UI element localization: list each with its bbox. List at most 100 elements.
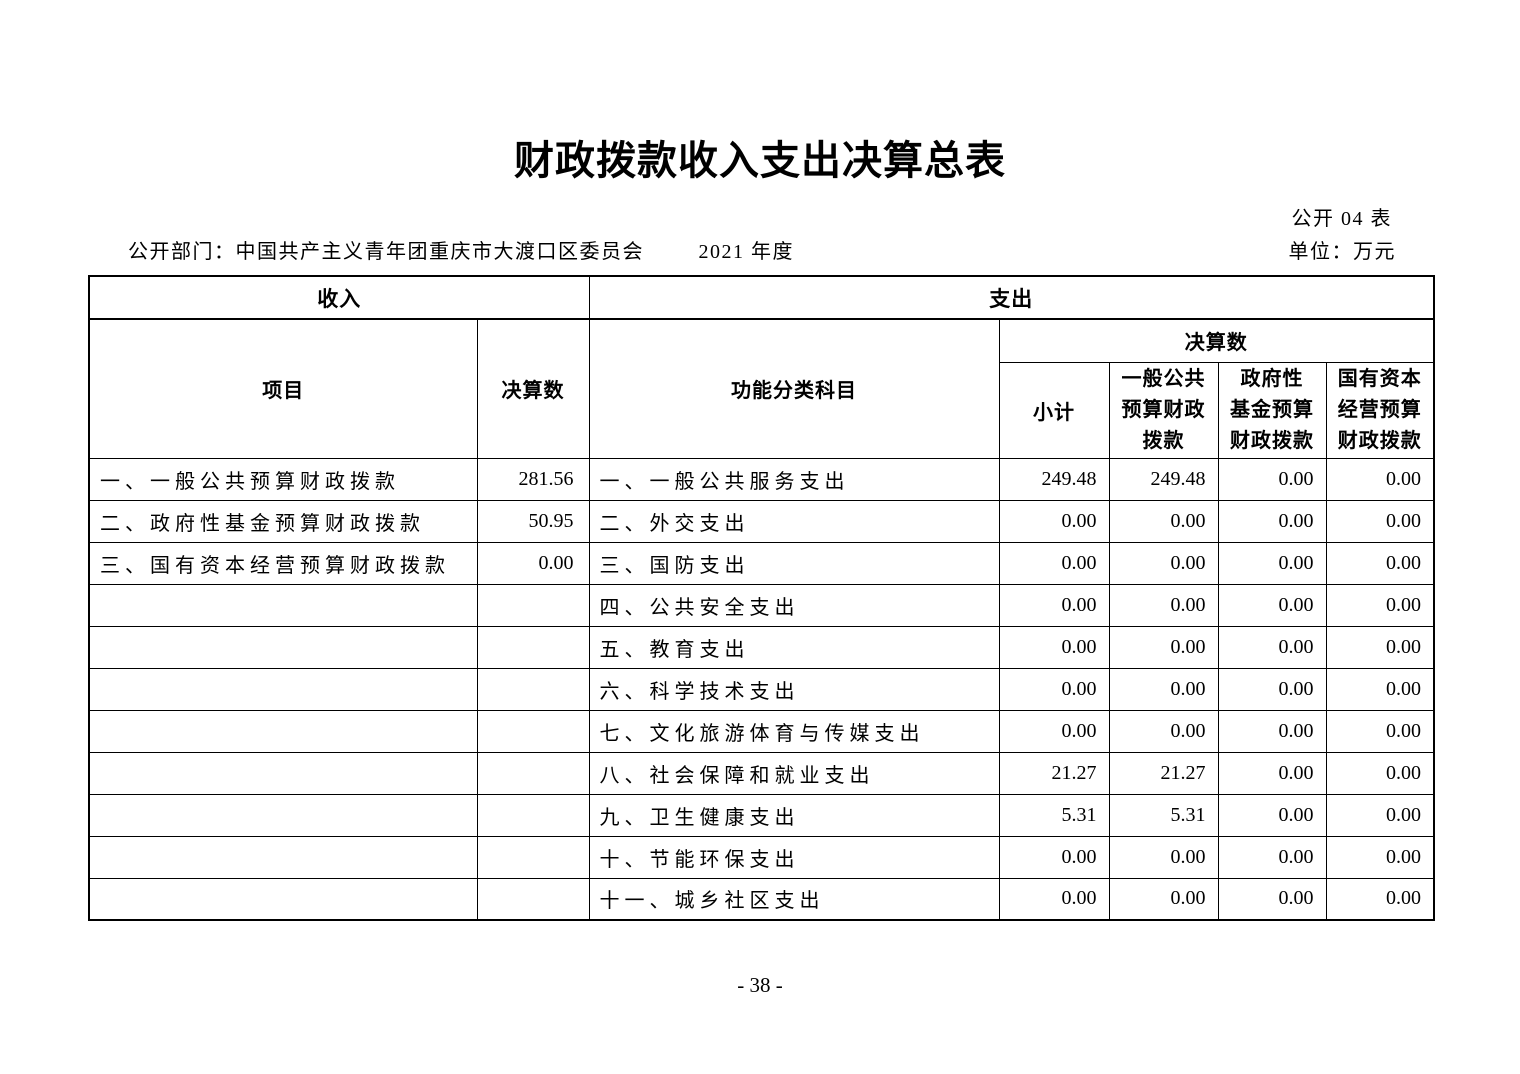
expense-subtotal-cell: 0.00 — [998, 709, 1110, 753]
expense-subject-cell: 四、公共安全支出 — [588, 583, 1000, 627]
expense-statecap-cell: 0.00 — [1325, 625, 1435, 669]
expense-subject-cell: 八、社会保障和就业支出 — [588, 751, 1000, 795]
unit-label: 单位：万元 — [1288, 241, 1396, 263]
column-header-row: 项目 决算数 功能分类科目 决算数 — [88, 318, 1435, 459]
income-amount-cell: 281.56 — [476, 457, 590, 501]
department-label: 公开部门：中国共产主义青年团重庆市大渡口区委员会 — [128, 241, 644, 263]
department-line: 公开部门：中国共产主义青年团重庆市大渡口区委员会 2021 年度 — [128, 235, 794, 264]
expense-subject-cell: 九、卫生健康支出 — [588, 793, 1000, 837]
expense-govfund-cell: 0.00 — [1217, 457, 1327, 501]
expense-subject-cell: 六、科学技术支出 — [588, 667, 1000, 711]
state-capital-column-header: 国有资本 经营预算 财政拨款 — [1325, 361, 1435, 459]
expense-subject-cell: 十一、城乡社区支出 — [588, 877, 1000, 921]
expense-statecap-cell: 0.00 — [1325, 877, 1435, 921]
income-amount-cell: 50.95 — [476, 499, 590, 543]
income-item-cell — [88, 793, 478, 837]
table-row: 八、社会保障和就业支出 21.27 21.27 0.00 0.00 — [88, 751, 1435, 795]
income-amount-cell — [476, 751, 590, 795]
expense-subtotal-cell: 0.00 — [998, 835, 1110, 879]
section-header-row: 收入 支出 — [88, 275, 1435, 320]
expense-subtotal-cell: 0.00 — [998, 625, 1110, 669]
income-item-cell: 三、国有资本经营预算财政拨款 — [88, 541, 478, 585]
table-row: 四、公共安全支出 0.00 0.00 0.00 0.00 — [88, 583, 1435, 627]
expense-statecap-cell: 0.00 — [1325, 709, 1435, 753]
income-amount-cell — [476, 877, 590, 921]
expense-subtotal-cell: 0.00 — [998, 499, 1110, 543]
expense-govfund-cell: 0.00 — [1217, 625, 1327, 669]
income-item-cell — [88, 667, 478, 711]
expense-statecap-cell: 0.00 — [1325, 793, 1435, 837]
expense-govfund-cell: 0.00 — [1217, 793, 1327, 837]
expense-general-cell: 0.00 — [1108, 541, 1219, 585]
table-row: 三、国有资本经营预算财政拨款 0.00 三、国防支出 0.00 0.00 0.00 0.00 — [88, 541, 1435, 585]
expense-govfund-cell: 0.00 — [1217, 709, 1327, 753]
expense-govfund-cell: 0.00 — [1217, 583, 1327, 627]
fiscal-appropriation-table: 收入 支出 项目 决算数 功能分类科目 决算数 小计 一般公共 预算财政 拨款 … — [88, 275, 1436, 921]
income-item-cell — [88, 583, 478, 627]
expense-govfund-cell: 0.00 — [1217, 667, 1327, 711]
expense-subtotal-cell: 0.00 — [998, 667, 1110, 711]
expense-general-cell: 249.48 — [1108, 457, 1219, 501]
expense-subject-cell: 七、文化旅游体育与传媒支出 — [588, 709, 1000, 753]
expense-subject-column-header: 功能分类科目 — [588, 318, 1000, 459]
table-row: 九、卫生健康支出 5.31 5.31 0.00 0.00 — [88, 793, 1435, 837]
expense-subtotal-cell: 249.48 — [998, 457, 1110, 501]
expense-general-cell: 21.27 — [1108, 751, 1219, 795]
expense-general-cell: 5.31 — [1108, 793, 1219, 837]
expense-statecap-cell: 0.00 — [1325, 499, 1435, 543]
income-item-cell — [88, 625, 478, 669]
expense-statecap-cell: 0.00 — [1325, 457, 1435, 501]
table-row: 一、一般公共预算财政拨款 281.56 一、一般公共服务支出 249.48 249.48… — [88, 457, 1435, 501]
subtotal-column-header: 小计 — [998, 361, 1110, 459]
table-row: 六、科学技术支出 0.00 0.00 0.00 0.00 — [88, 667, 1435, 711]
income-item-cell — [88, 877, 478, 921]
expense-statecap-cell: 0.00 — [1325, 667, 1435, 711]
expense-statecap-cell: 0.00 — [1325, 583, 1435, 627]
income-amount-cell: 0.00 — [476, 541, 590, 585]
table-row: 五、教育支出 0.00 0.00 0.00 0.00 — [88, 625, 1435, 669]
expense-subtotal-cell: 5.31 — [998, 793, 1110, 837]
income-amount-cell — [476, 793, 590, 837]
income-amount-cell — [476, 583, 590, 627]
table-row: 二、政府性基金预算财政拨款 50.95 二、外交支出 0.00 0.00 0.00 0.00 — [88, 499, 1435, 543]
expense-general-cell: 0.00 — [1108, 625, 1219, 669]
expense-govfund-cell: 0.00 — [1217, 877, 1327, 921]
page-title: 财政拨款收入支出决算总表 — [514, 139, 1006, 183]
income-amount-cell — [476, 667, 590, 711]
income-section-header: 收入 — [88, 275, 590, 320]
income-item-column-header: 项目 — [88, 318, 478, 459]
expense-statecap-cell: 0.00 — [1325, 541, 1435, 585]
income-item-cell — [88, 835, 478, 879]
expense-subtotal-cell: 0.00 — [998, 583, 1110, 627]
expense-amount-group-header: 决算数 — [998, 318, 1435, 363]
expense-general-cell: 0.00 — [1108, 583, 1219, 627]
expense-subtotal-cell: 0.00 — [998, 877, 1110, 921]
expense-general-cell: 0.00 — [1108, 709, 1219, 753]
income-item-cell — [88, 709, 478, 753]
expense-general-cell: 0.00 — [1108, 499, 1219, 543]
expense-subject-cell: 一、一般公共服务支出 — [588, 457, 1000, 501]
income-item-cell — [88, 751, 478, 795]
expense-section-header: 支出 — [588, 275, 1435, 320]
expense-subtotal-cell: 0.00 — [998, 541, 1110, 585]
general-budget-column-header: 一般公共 预算财政 拨款 — [1108, 361, 1219, 459]
expense-govfund-cell: 0.00 — [1217, 835, 1327, 879]
table-row: 十、节能环保支出 0.00 0.00 0.00 0.00 — [88, 835, 1435, 879]
expense-subject-cell: 三、国防支出 — [588, 541, 1000, 585]
expense-general-cell: 0.00 — [1108, 667, 1219, 711]
expense-statecap-cell: 0.00 — [1325, 751, 1435, 795]
fiscal-year-label: 2021 年度 — [698, 241, 794, 263]
expense-govfund-cell: 0.00 — [1217, 541, 1327, 585]
expense-general-cell: 0.00 — [1108, 877, 1219, 921]
gov-fund-column-header: 政府性 基金预算 财政拨款 — [1217, 361, 1327, 459]
page-number: - 38 - — [737, 973, 783, 997]
expense-subtotal-cell: 21.27 — [998, 751, 1110, 795]
income-item-cell: 一、一般公共预算财政拨款 — [88, 457, 478, 501]
income-amount-cell — [476, 625, 590, 669]
income-item-cell: 二、政府性基金预算财政拨款 — [88, 499, 478, 543]
income-amount-cell — [476, 709, 590, 753]
income-amount-cell — [476, 835, 590, 879]
expense-subject-cell: 二、外交支出 — [588, 499, 1000, 543]
expense-govfund-cell: 0.00 — [1217, 751, 1327, 795]
